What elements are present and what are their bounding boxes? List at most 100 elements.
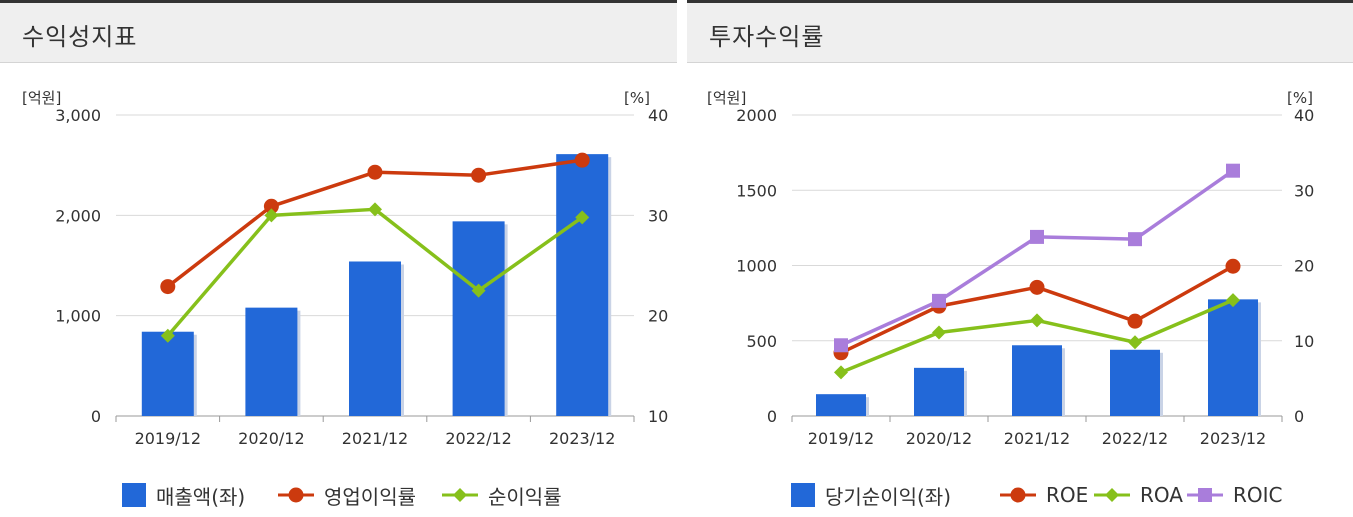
bar — [1208, 299, 1258, 416]
category-label: 2022/12 — [445, 429, 511, 448]
data-point — [1128, 335, 1142, 350]
legend-marker-icon — [1000, 487, 1036, 503]
left-axis-tick-label: 500 — [746, 332, 777, 351]
legend-point — [453, 488, 467, 502]
right-axis-tick-label: 30 — [648, 206, 668, 225]
legend-marker-icon — [1094, 488, 1130, 502]
legend-item[interactable]: ROE — [1000, 480, 1088, 510]
right-axis-tick-label: 10 — [1294, 332, 1314, 351]
legend-point — [288, 487, 304, 503]
left-axis-tick-label: 2000 — [736, 106, 777, 125]
data-point — [160, 328, 175, 343]
legend-item[interactable]: ROIC — [1187, 480, 1283, 510]
legend-label: 순이익률 — [488, 484, 562, 509]
right-axis-unit-label: [%] — [624, 89, 650, 107]
data-point — [368, 202, 382, 217]
category-label: 2019/12 — [135, 429, 201, 448]
bar — [1012, 345, 1062, 416]
investment-return-panel: 투자수익률 [억원] [%] 0 0 500 10 1000 20 1500 30 2000 40 20… — [687, 0, 1353, 517]
data-point — [367, 164, 383, 180]
bar — [452, 221, 505, 416]
data-point — [834, 338, 848, 353]
data-point — [1226, 163, 1240, 178]
data-point — [471, 167, 487, 183]
right-axis-tick-label: 0 — [1294, 407, 1304, 426]
panel-header: 투자수익률 — [687, 0, 1353, 63]
legend-marker-icon — [442, 488, 478, 502]
category-label: 2019/12 — [808, 429, 874, 448]
right-axis-tick-label: 40 — [1294, 106, 1314, 125]
legend-point — [1198, 488, 1212, 502]
left-axis-tick-label: 1000 — [736, 257, 777, 276]
category-label: 2020/12 — [906, 429, 972, 448]
legend-item[interactable]: 당기순이익(좌) — [791, 480, 951, 510]
data-point — [160, 279, 176, 295]
right-axis-tick-label: 40 — [648, 106, 668, 125]
data-point — [1128, 232, 1142, 247]
legend-marker-icon — [791, 483, 815, 507]
right-axis-tick-label: 20 — [1294, 257, 1314, 276]
data-point — [932, 293, 946, 308]
legend-marker-icon — [278, 487, 314, 503]
legend-label: ROA — [1140, 483, 1183, 507]
profitability-chart: [억원] [%] 0 10 1,000 20 2,000 30 3,000 40 2019/12 20… — [22, 89, 668, 448]
left-axis-tick-label: 0 — [767, 407, 777, 426]
legend-swatch — [122, 483, 146, 507]
left-axis-unit-label: [억원] — [707, 89, 746, 107]
left-axis-tick-label: 0 — [91, 407, 101, 426]
legend-marker-icon — [1187, 488, 1223, 502]
category-label: 2021/12 — [1004, 429, 1070, 448]
category-label: 2023/12 — [1200, 429, 1266, 448]
data-point — [1029, 279, 1045, 295]
legend-item[interactable]: 영업이익률 — [278, 480, 416, 510]
right-axis-tick-label: 30 — [1294, 181, 1314, 200]
legend-label: 당기순이익(좌) — [825, 484, 952, 509]
data-point — [834, 365, 848, 380]
right-axis-tick-label: 20 — [648, 307, 668, 326]
legend-item[interactable]: ROA — [1094, 480, 1183, 510]
bar — [141, 331, 194, 416]
panel-title: 수익성지표 — [22, 23, 138, 51]
left-axis-unit-label: [억원] — [22, 89, 61, 107]
data-point — [1127, 313, 1143, 329]
legend-label: 매출액(좌) — [156, 484, 246, 509]
legend-marker-icon — [122, 483, 146, 507]
legend-item[interactable]: 순이익률 — [442, 480, 562, 510]
right-axis-unit-label: [%] — [1287, 89, 1313, 107]
data-point — [471, 283, 486, 298]
legend-item[interactable]: 매출액(좌) — [122, 480, 245, 510]
chart-legend: 당기순이익(좌) ROE ROA ROIC — [687, 480, 1353, 510]
data-point — [1226, 293, 1240, 308]
profitability-panel: 수익성지표 [억원] [%] 0 10 1,000 20 2,000 30 3,000 40 201… — [0, 0, 677, 510]
data-point — [1030, 229, 1044, 244]
bar — [556, 154, 609, 416]
data-point — [932, 325, 946, 340]
category-label: 2021/12 — [342, 429, 408, 448]
data-point — [574, 152, 590, 168]
panel-title: 투자수익률 — [709, 23, 825, 51]
legend-label: 영업이익률 — [324, 484, 416, 509]
data-point — [575, 210, 590, 225]
legend-label: ROE — [1046, 483, 1089, 507]
category-label: 2020/12 — [238, 429, 304, 448]
legend-point — [1105, 488, 1119, 502]
legend-label: ROIC — [1233, 483, 1283, 507]
chart-legend: 매출액(좌) 영업이익률 순이익률 — [0, 480, 677, 510]
left-axis-tick-label: 1,000 — [55, 307, 101, 326]
series-line — [840, 264, 1234, 355]
data-point — [1030, 313, 1044, 328]
category-label: 2022/12 — [1102, 429, 1168, 448]
data-point — [264, 208, 279, 223]
left-axis-tick-label: 1500 — [736, 181, 777, 200]
bar — [1110, 349, 1160, 416]
left-axis-tick-label: 3,000 — [55, 106, 101, 125]
category-label: 2023/12 — [549, 429, 615, 448]
panel-header: 수익성지표 — [0, 0, 677, 63]
data-point — [263, 198, 279, 214]
left-axis-tick-label: 2,000 — [55, 206, 101, 225]
bar — [245, 307, 298, 416]
legend-swatch — [791, 483, 815, 507]
bar — [816, 394, 866, 416]
right-axis-tick-label: 10 — [648, 407, 668, 426]
investment-return-chart: [억원] [%] 0 0 500 10 1000 20 1500 30 2000 40 2019/12 2… — [707, 89, 1314, 448]
